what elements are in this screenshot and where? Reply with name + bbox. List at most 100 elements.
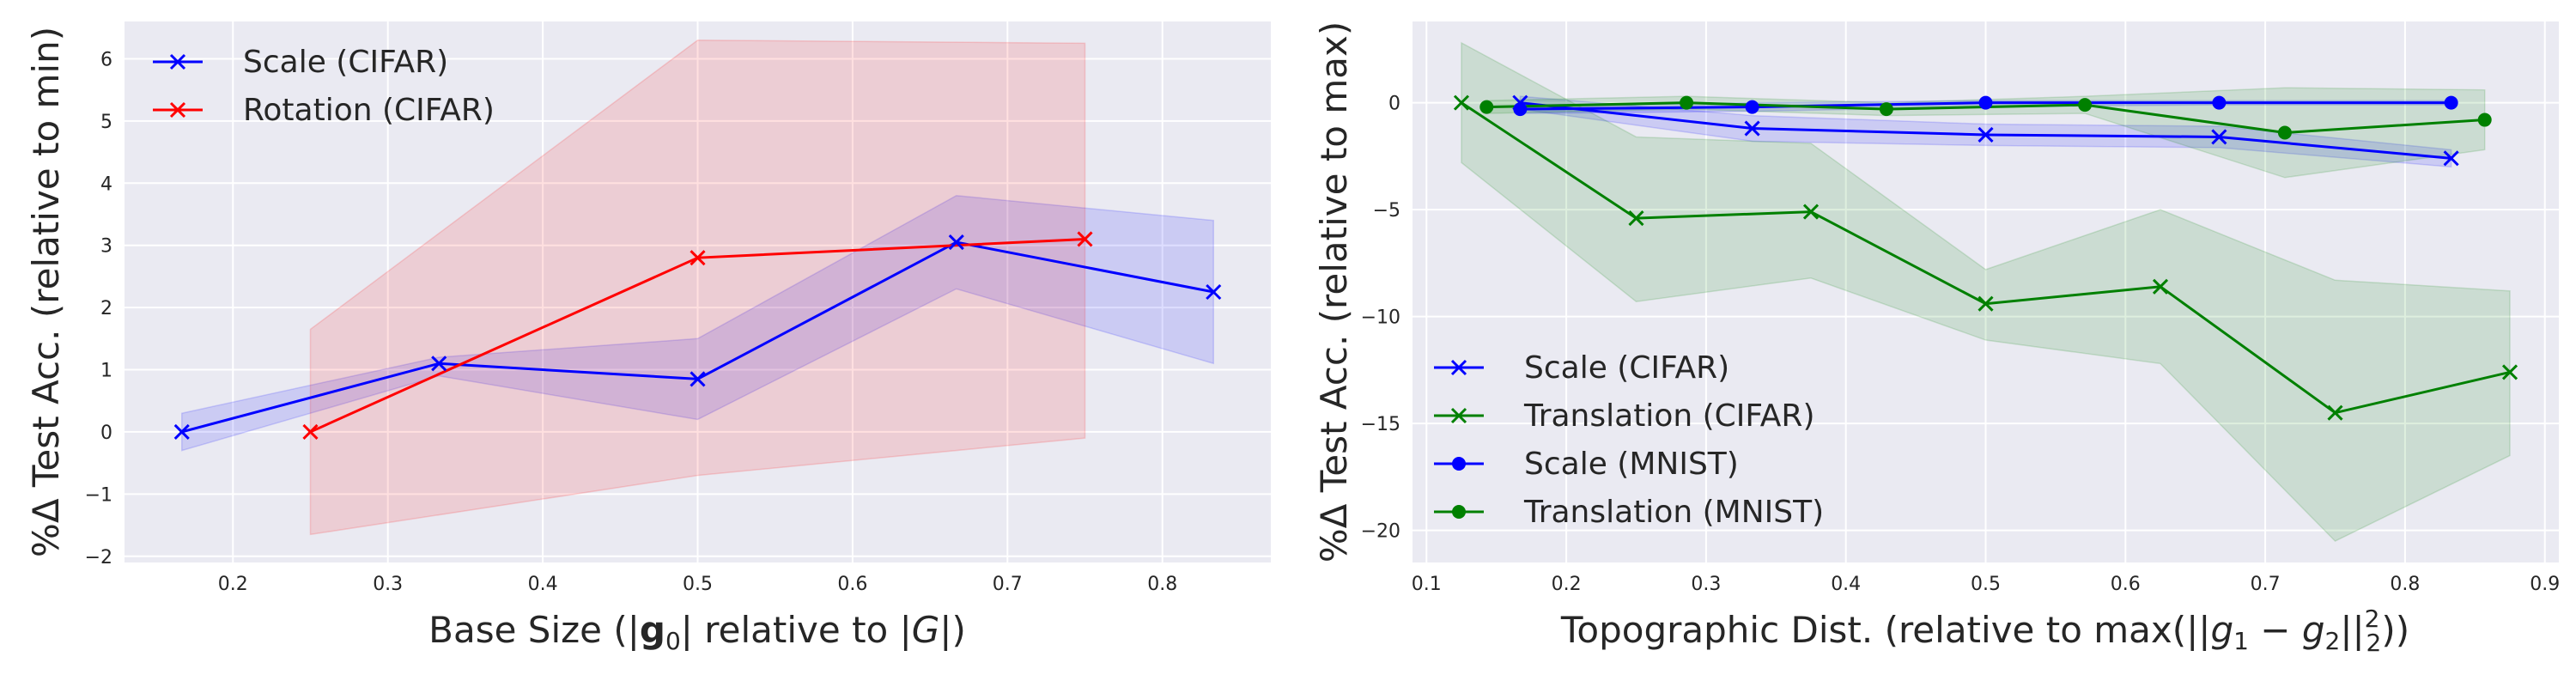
marker-translation-mnist: [1879, 102, 1893, 117]
marker-translation-cifar: [1978, 295, 1994, 312]
y-tick-label: −1: [85, 484, 112, 506]
x-label-minus: −: [2249, 609, 2302, 651]
y-tick-label: 4: [100, 173, 112, 195]
x-label-italic-g2: g: [2302, 609, 2325, 651]
marker-scale-cifar: [1978, 126, 1994, 143]
x-tick-label: 0.3: [373, 574, 403, 595]
x-label-part: )): [2381, 609, 2409, 651]
marker-scale-cifar: [173, 423, 190, 440]
marker-scale-cifar: [690, 371, 706, 387]
x-tick-label: 0.7: [2251, 574, 2281, 595]
y-axis-label-right: %Δ Test Acc. (relative to max): [1313, 21, 1355, 563]
x-tick-label: 0.2: [218, 574, 248, 595]
legend-left: Scale (CIFAR) Rotation (CIFAR): [153, 45, 495, 128]
y-tick-label: −10: [1361, 307, 1400, 329]
x-label-italic-g1: g: [2210, 609, 2233, 651]
marker-rotation-cifar: [1077, 231, 1093, 247]
legend-label: Scale (CIFAR): [243, 45, 448, 80]
legend-label: Translation (MNIST): [1523, 495, 1824, 530]
marker-scale-cifar: [1744, 120, 1760, 137]
marker-translation-cifar: [2152, 278, 2169, 295]
marker-scale-cifar: [1206, 283, 1222, 301]
x-label-bold-g: g: [640, 609, 665, 651]
marker-translation-cifar: [1802, 204, 1820, 220]
marker-translation-cifar: [2327, 404, 2343, 421]
marker-scale-mnist: [1513, 102, 1528, 117]
x-tick-label: 0.1: [1412, 574, 1442, 595]
series-markers-right: [1453, 94, 2518, 421]
legend-marker: [169, 53, 186, 70]
legend-marker: [1452, 505, 1466, 519]
legend-entry-scale-cifar: Scale (CIFAR): [1434, 350, 1729, 386]
x-label-part: |): [939, 609, 966, 651]
marker-rotation-cifar: [690, 250, 706, 266]
band-scale-cifar: [181, 194, 1214, 452]
legend-marker: [1450, 407, 1467, 424]
marker-scale-mnist: [1745, 100, 1759, 114]
y-tick-label: 0: [100, 423, 112, 444]
x-tick-labels-right: 0.1 0.2 0.3 0.4 0.5 0.6 0.7 0.8 0.9: [1412, 574, 2560, 595]
x-label-part: Topographic Dist. (relative to max(||: [1560, 609, 2211, 651]
legend-entry-scale-cifar: Scale (CIFAR): [153, 45, 448, 80]
marker-translation-cifar: [1453, 94, 1470, 111]
legend-marker: [169, 101, 186, 119]
x-label-italic-g: G: [912, 609, 940, 651]
x-tick-label: 0.6: [2111, 574, 2141, 595]
grid-right: [1413, 21, 2559, 562]
marker-scale-mnist: [2212, 95, 2227, 110]
x-label-subscript-3: 2: [2366, 629, 2382, 657]
legend-marker: [1452, 457, 1466, 471]
y-tick-label: 3: [100, 236, 112, 258]
series-markers-left: [173, 231, 1222, 440]
legend-label: Translation (CIFAR): [1523, 398, 1814, 434]
marker-scale-cifar: [431, 356, 447, 372]
x-axis-label-right: Topographic Dist. (relative to max(||g1 …: [1560, 605, 2409, 657]
x-tick-label: 0.6: [837, 574, 867, 595]
x-tick-label: 0.8: [1147, 574, 1177, 595]
marker-scale-cifar: [2211, 129, 2227, 145]
y-tick-label: 0: [1388, 94, 1400, 115]
grid-left: [125, 21, 1271, 562]
y-tick-label: 6: [100, 49, 112, 70]
y-tick-label: −20: [1361, 521, 1400, 543]
marker-translation-cifar: [1628, 210, 1644, 227]
y-tick-label: −5: [1373, 200, 1400, 222]
legend-entry-rotation-cifar: Rotation (CIFAR): [153, 93, 495, 128]
band-rotation-cifar: [309, 39, 1086, 536]
y-tick-label: 2: [100, 298, 112, 319]
marker-scale-cifar: [2443, 150, 2459, 167]
marker-translation-mnist: [1680, 95, 1694, 110]
legend-entry-translation-cifar: Translation (CIFAR): [1434, 398, 1814, 434]
y-tick-label: 1: [100, 361, 112, 382]
y-tick-labels-left: −2 −1 0 1 2 3 4 5 6: [85, 49, 112, 568]
x-tick-label: 0.9: [2530, 574, 2560, 595]
marker-translation-mnist: [2078, 98, 2093, 112]
x-label-norm: ||: [2340, 609, 2364, 651]
legend-right: Scale (CIFAR) Translation (CIFAR) Scale (M…: [1434, 350, 1824, 530]
x-label-subscript-1: 1: [2233, 627, 2249, 655]
y-axis-label-left: %Δ Test Acc. (relative to min): [25, 27, 67, 557]
marker-translation-mnist: [1479, 100, 1494, 114]
legend-entry-translation-mnist: Translation (MNIST): [1434, 495, 1824, 530]
marker-scale-cifar: [948, 234, 964, 251]
x-axis-label-left: Base Size (|g0| relative to |G|): [428, 609, 966, 655]
y-tick-label: −2: [85, 547, 112, 568]
marker-rotation-cifar: [302, 423, 319, 440]
x-label-superscript: 2: [2365, 605, 2380, 633]
x-tick-label: 0.4: [528, 574, 558, 595]
legend-label: Scale (CIFAR): [1524, 350, 1729, 386]
x-label-subscript: 0: [665, 627, 681, 655]
x-tick-label: 0.3: [1691, 574, 1721, 595]
x-label-part: | relative to |: [681, 609, 912, 651]
band-translation-cifar: [1461, 41, 2511, 543]
x-label-subscript-2: 2: [2325, 627, 2341, 655]
marker-translation-cifar: [2501, 364, 2518, 380]
y-tick-label: 5: [100, 112, 112, 133]
confidence-bands-right: [1461, 41, 2511, 543]
marker-translation-mnist: [2277, 125, 2292, 140]
marker-scale-mnist: [2444, 95, 2458, 110]
legend-marker: [1450, 359, 1467, 376]
marker-translation-mnist: [2477, 112, 2492, 127]
chart-topographic-dist: 0.1 0.2 0.3 0.4 0.5 0.6 0.7 0.8 0.9 −20−15−10−50…: [1313, 21, 2560, 657]
